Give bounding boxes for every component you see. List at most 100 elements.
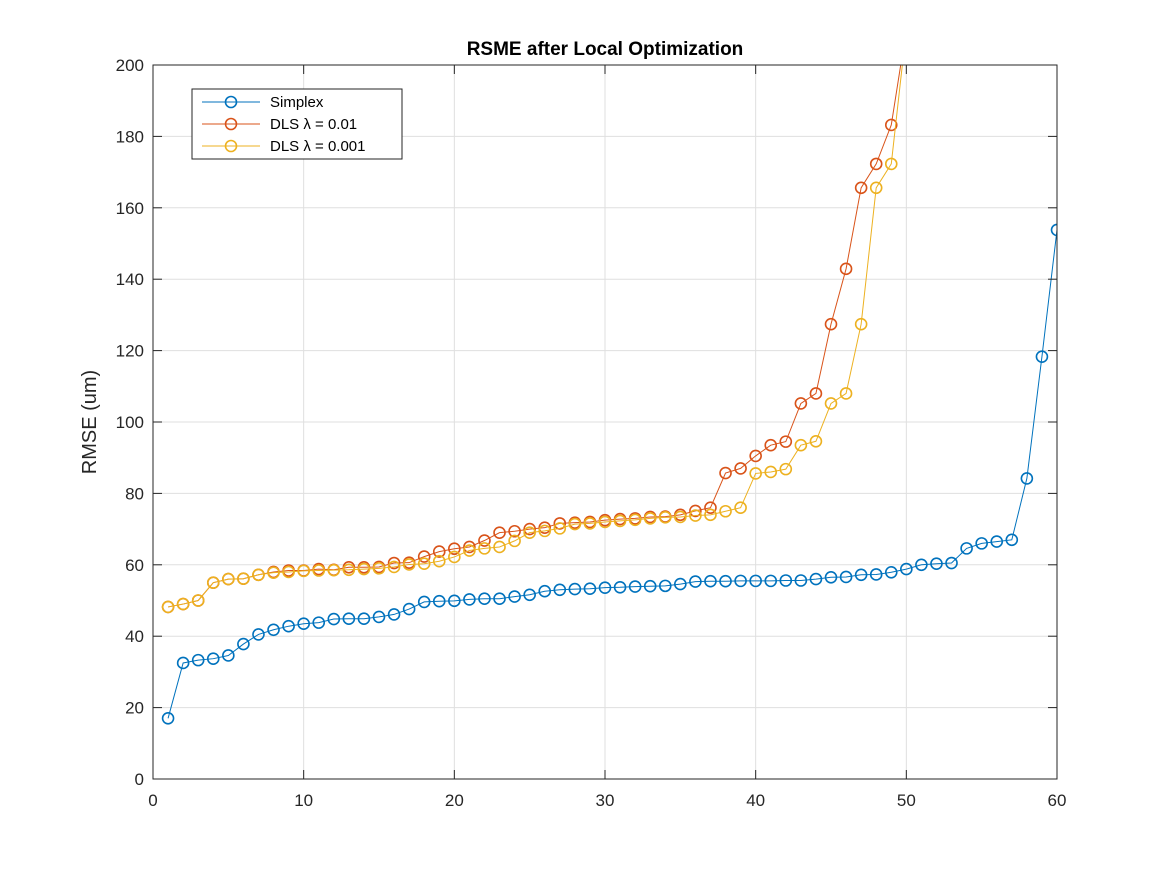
data-point (643, 579, 657, 593)
data-point (222, 572, 235, 586)
data-point (839, 262, 853, 276)
data-point (749, 574, 762, 588)
legend-marker (224, 117, 238, 131)
data-point (854, 181, 868, 195)
data-point (206, 652, 220, 665)
data-point (478, 542, 491, 555)
data-point (869, 157, 883, 171)
data-point (598, 581, 612, 594)
y-tick-label: 0 (135, 770, 144, 789)
data-point (884, 118, 898, 132)
data-point (613, 580, 627, 594)
data-point (493, 592, 506, 606)
legend-marker (224, 95, 238, 109)
data-point (508, 590, 521, 603)
data-point (901, 24, 912, 35)
series-3 (161, 24, 912, 614)
data-point (237, 572, 250, 586)
data-point (689, 504, 702, 518)
data-point (387, 560, 401, 574)
data-point (658, 511, 672, 524)
data-point (824, 570, 838, 584)
y-tick-label: 60 (125, 556, 144, 575)
data-point (508, 534, 521, 548)
data-point (553, 522, 567, 535)
legend-item: DLS λ = 0.01 (202, 116, 357, 133)
data-point (689, 509, 702, 522)
data-point (794, 438, 808, 452)
data-point (463, 544, 476, 557)
data-point (372, 610, 386, 624)
data-point (432, 554, 446, 568)
x-tick-label: 40 (746, 791, 765, 810)
data-point (417, 550, 431, 563)
y-tick-label: 80 (125, 484, 144, 503)
y-tick-label: 120 (116, 342, 144, 361)
data-point (839, 570, 853, 584)
data-point (854, 568, 868, 582)
data-point (282, 565, 295, 579)
data-point (282, 619, 295, 633)
series-clip-group (161, 24, 1057, 725)
data-point (674, 577, 687, 591)
data-point (161, 600, 175, 614)
x-tick-label: 30 (596, 791, 615, 810)
series-line (167, 65, 903, 608)
data-point (869, 568, 883, 581)
data-point (417, 557, 431, 571)
data-point (779, 462, 793, 476)
data-point (538, 521, 552, 534)
data-point (342, 563, 356, 577)
data-point (357, 612, 371, 626)
chart-title: RSME after Local Optimization (467, 39, 744, 60)
data-point (252, 568, 265, 582)
legend-marker (224, 139, 238, 153)
y-tick-label: 100 (116, 413, 144, 432)
data-point (824, 397, 838, 410)
x-tick-label: 50 (897, 791, 916, 810)
data-point (764, 465, 778, 479)
data-point (583, 517, 597, 530)
data-point (1020, 472, 1034, 485)
data-point (538, 584, 552, 598)
legend-item: Simplex (202, 94, 324, 111)
data-point (764, 438, 778, 452)
data-point (372, 562, 386, 575)
data-point (252, 628, 265, 641)
data-point (794, 397, 808, 410)
data-point (1005, 533, 1019, 547)
data-point (704, 508, 717, 522)
data-point (583, 582, 597, 596)
data-point (794, 574, 808, 587)
data-point (824, 317, 838, 331)
data-point (267, 566, 280, 579)
data-point (598, 515, 612, 529)
series-line (167, 229, 1057, 719)
data-point (613, 514, 627, 528)
data-point (719, 504, 732, 518)
data-point (930, 557, 943, 571)
data-point (312, 616, 326, 629)
data-point (312, 564, 326, 577)
data-point (191, 653, 205, 667)
series-1 (161, 223, 1057, 725)
data-point (432, 545, 446, 558)
data-point (493, 540, 506, 554)
data-point (448, 542, 461, 556)
data-point (990, 535, 1004, 548)
data-point (628, 513, 642, 527)
data-point (176, 597, 190, 611)
data-point (478, 534, 491, 547)
x-tick-label: 60 (1048, 791, 1067, 810)
y-tick-label: 200 (116, 56, 144, 75)
data-point (327, 612, 341, 626)
data-point (387, 608, 401, 621)
data-point (448, 594, 461, 608)
data-point (689, 575, 702, 588)
data-point (975, 537, 988, 550)
data-point (523, 522, 536, 536)
data-point (523, 526, 536, 539)
y-tick-label: 140 (116, 270, 144, 289)
data-point (779, 435, 793, 448)
data-point (402, 602, 416, 616)
